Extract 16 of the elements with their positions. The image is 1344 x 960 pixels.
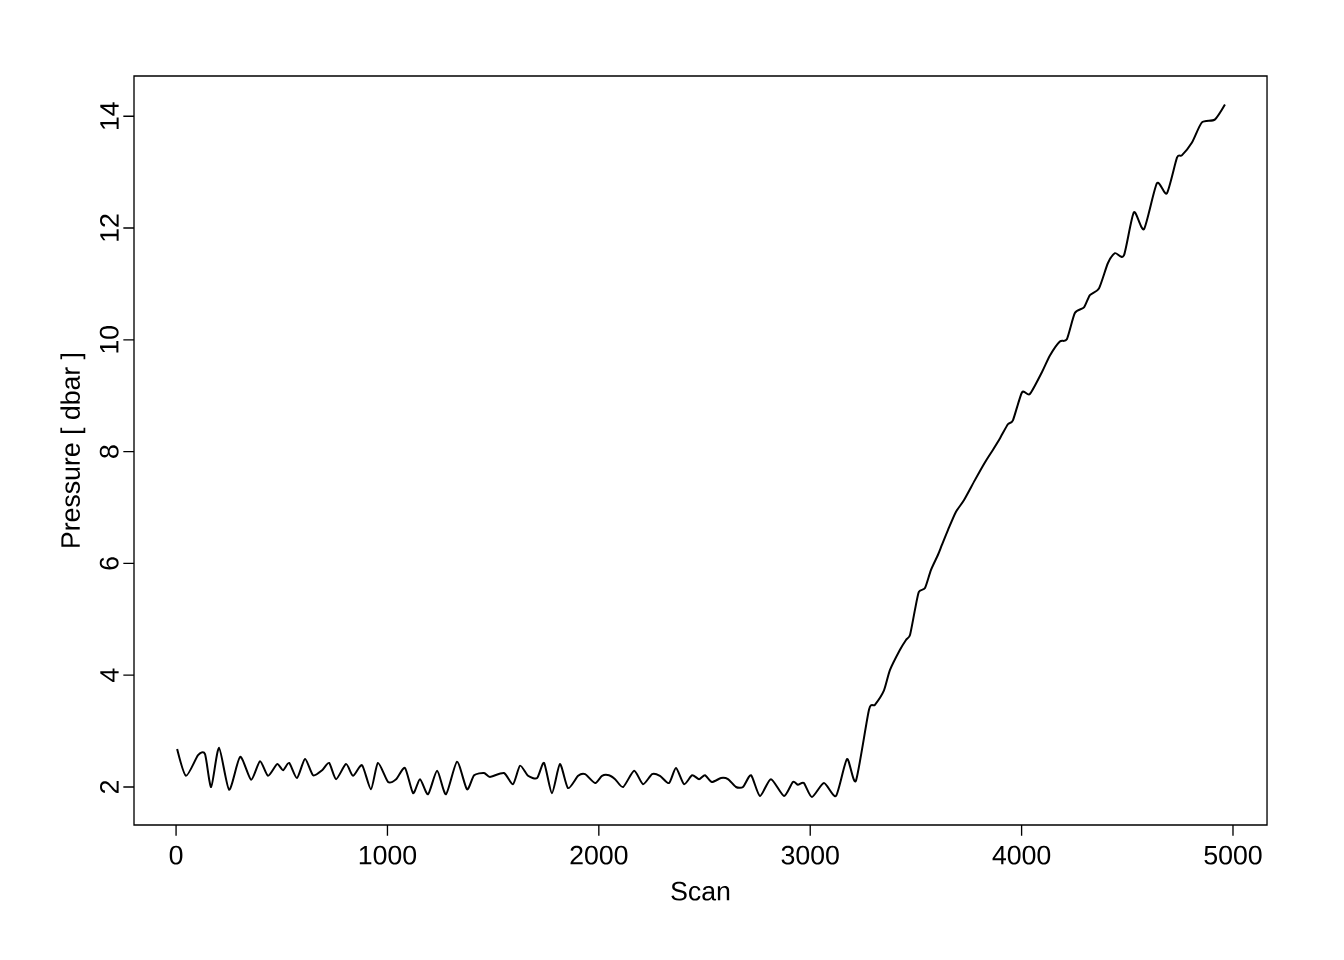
x-tick-label: 3000 [781,845,839,865]
x-tick-label: 0 [169,845,183,865]
x-tick-label: 5000 [1204,845,1262,865]
y-tick-label: 12 [100,214,119,241]
x-axis-title: Scan [671,881,730,901]
x-tick-label: 1000 [359,845,417,865]
y-tick-label: 10 [99,326,119,353]
x-tick-label: 4000 [992,845,1051,865]
y-tick-label: 4 [100,668,119,683]
y-tick-label: 8 [99,445,119,458]
y-tick-label: 14 [100,102,119,130]
y-tick-label: 6 [99,557,119,570]
x-tick-label: 2000 [570,845,628,865]
y-axis-title: Pressure [ dbar ] [60,353,86,547]
y-tick-label: 2 [100,780,119,794]
line-series [176,103,1226,799]
